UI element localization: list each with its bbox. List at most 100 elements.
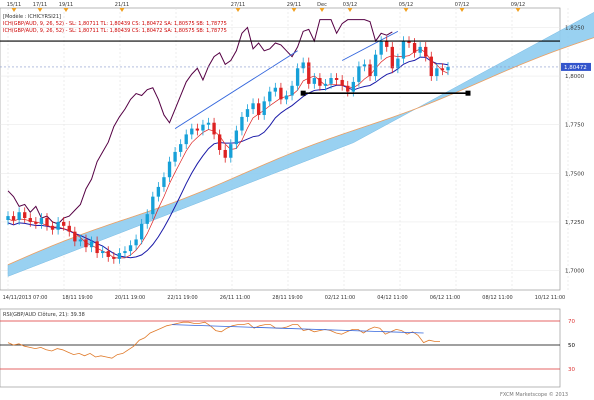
candle-body (234, 130, 239, 145)
bottom-date-label: 10/12 11:00 (535, 295, 565, 301)
candle-body (318, 78, 322, 86)
candle-body (34, 221, 38, 224)
top-date-label: Dec (317, 2, 327, 8)
candle-body (162, 177, 166, 187)
top-date-marker (347, 8, 353, 12)
candle-body (390, 46, 394, 69)
top-date-marker (515, 8, 521, 12)
candle-body (201, 124, 205, 131)
bottom-date-label: 04/12 11:00 (377, 295, 407, 301)
candle-body (262, 101, 266, 115)
top-date-marker (291, 8, 297, 12)
top-date-marker (235, 8, 241, 12)
candle-body (89, 241, 94, 248)
candle-body (217, 134, 222, 150)
candle-body (101, 251, 105, 254)
watermark: FXCM Marketscope © 2013 (500, 391, 568, 398)
top-date-marker (11, 8, 17, 12)
candle-body (440, 68, 445, 71)
candle-body (173, 151, 177, 162)
candle-body (362, 64, 367, 67)
candle-body (112, 256, 116, 259)
candle-body (184, 134, 188, 145)
candle-body (167, 161, 172, 178)
candle-body (212, 122, 216, 135)
chikou-line (7, 19, 393, 225)
candle-body (73, 231, 77, 242)
candle-body (351, 81, 355, 92)
candle-body (56, 221, 60, 230)
candle-body (429, 56, 433, 77)
legend: [Modèle : ICHICYRSI21]ICH(GBP/AUD, 9, 26… (3, 13, 227, 34)
candle-body (301, 62, 305, 69)
y-tick-label: 1,7000 (565, 269, 585, 275)
candle-body (67, 225, 71, 232)
bottom-date-label: 02/12 11:00 (325, 295, 355, 301)
rsi-pane (0, 308, 561, 388)
candle-body (407, 41, 411, 44)
top-date-label: 15/11 (7, 2, 21, 8)
bottom-date-label: 26/11 11:00 (220, 295, 250, 301)
candle-body (435, 68, 439, 77)
candle-body (195, 128, 200, 131)
candle-body (401, 41, 406, 59)
legend-entry: ICH(GBP/AUD, 9, 26, 52) - SL: 1,80711 TL… (3, 28, 227, 34)
legend-entry: ICH(GBP/AUD, 9, 26, 52) - SL: 1,80711 TL… (3, 21, 227, 27)
candle-body (295, 68, 300, 86)
senkou-span-a (7, 37, 594, 266)
top-date-label: 05/12 (399, 2, 413, 8)
top-date-label: 17/11 (33, 2, 47, 8)
rsi-level-label: 30 (568, 367, 575, 373)
candle-body (290, 85, 294, 96)
rsi-level-label: 70 (568, 319, 575, 325)
rsi-trend-line (172, 324, 424, 334)
candle-body (123, 251, 127, 254)
candle-body (151, 196, 155, 215)
y-axis: 1,8250 1,8000 1,7750 1,7500 1,7250 1,7000 (565, 25, 585, 274)
candle-body (279, 87, 283, 100)
candle-body (245, 109, 250, 117)
top-date-marker (459, 8, 465, 12)
bottom-date-axis: 14/11/2013 07:00 18/11 19:00 20/11 19:00 22… (3, 295, 566, 301)
top-date-label: 27/11 (231, 2, 245, 8)
current-price-tag (561, 62, 591, 71)
top-date-marker (119, 8, 125, 12)
top-date-marker (63, 8, 69, 12)
current-price-label: 1,80472 (564, 65, 587, 71)
y-tick-label: 1,8000 (565, 74, 585, 80)
candle-body (251, 103, 255, 110)
candle-body (223, 149, 227, 158)
candle-body (62, 221, 66, 226)
top-date-label: 21/11 (115, 2, 129, 8)
candle-body (256, 103, 261, 115)
candle-body (39, 218, 44, 224)
candle-body (240, 116, 244, 131)
candle-body (128, 245, 133, 252)
candle-body (379, 41, 383, 55)
y-tick-label: 1,7250 (565, 220, 585, 226)
candle-body (229, 144, 233, 158)
rsi-level-label: 50 (568, 343, 575, 349)
candle-body (268, 91, 272, 102)
bottom-date-label: 22/11 19:00 (167, 295, 197, 301)
candle-body (134, 239, 138, 246)
candle-body (45, 218, 49, 226)
y-tick-label: 1,8250 (565, 25, 585, 31)
y-tick-label: 1,7500 (565, 171, 585, 177)
bottom-date-label: 06/12 11:00 (430, 295, 460, 301)
top-date-axis: 15/11 17/11 19/11 21/11 27/11 29/11 Dec 03/12 05… (7, 2, 525, 12)
horizontal-levels: 1,80472 (0, 40, 591, 96)
y-tick-label: 1,7750 (565, 123, 585, 129)
candle-body (17, 212, 21, 220)
candle-body (117, 253, 122, 259)
candle-body (385, 41, 389, 47)
price-pane (0, 7, 561, 291)
candle-body (418, 46, 422, 53)
candle-body (273, 87, 278, 92)
top-date-marker (319, 8, 325, 12)
candle-body (373, 54, 378, 77)
candle-body (95, 241, 99, 254)
candle-body (140, 223, 144, 240)
trend-line (341, 30, 399, 61)
candle-body (145, 214, 149, 224)
